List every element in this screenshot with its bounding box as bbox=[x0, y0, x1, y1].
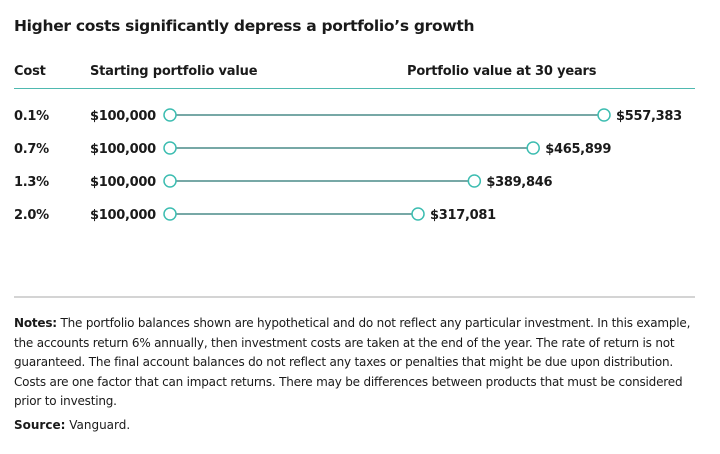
start-value-label: $100,000 bbox=[90, 208, 156, 223]
end-marker bbox=[597, 108, 611, 122]
start-marker bbox=[163, 141, 177, 155]
cost-label: 0.1% bbox=[14, 109, 49, 124]
divider bbox=[14, 296, 695, 298]
source: Source: Vanguard. bbox=[14, 418, 130, 432]
end-value-label: $389,846 bbox=[486, 175, 552, 190]
notes-label: Notes: bbox=[14, 316, 57, 330]
end-value-label: $557,383 bbox=[616, 109, 682, 124]
source-text: Vanguard. bbox=[65, 418, 131, 432]
start-value-label: $100,000 bbox=[90, 142, 156, 157]
column-header-cost: Cost bbox=[14, 64, 46, 79]
end-marker bbox=[411, 207, 425, 221]
cost-label: 1.3% bbox=[14, 175, 49, 190]
source-label: Source: bbox=[14, 418, 66, 432]
start-value-label: $100,000 bbox=[90, 175, 156, 190]
dumbbell-chart: 0.1% $100,000 $557,383 0.7% $100,000 $465,899… bbox=[14, 108, 682, 223]
end-marker bbox=[526, 141, 540, 155]
chart-title: Higher costs significantly depress a por… bbox=[14, 17, 475, 35]
end-value-label: $465,899 bbox=[545, 142, 611, 157]
header-rule bbox=[14, 88, 695, 89]
start-value-label: $100,000 bbox=[90, 109, 156, 124]
cost-label: 0.7% bbox=[14, 142, 49, 157]
cost-label: 2.0% bbox=[14, 208, 49, 223]
end-value-label: $317,081 bbox=[430, 208, 496, 223]
start-marker bbox=[163, 108, 177, 122]
notes: Notes: The portfolio balances shown are … bbox=[14, 314, 704, 412]
end-marker bbox=[467, 174, 482, 188]
start-marker bbox=[163, 174, 177, 188]
start-marker bbox=[163, 207, 177, 221]
column-header-end: Portfolio value at 30 years bbox=[407, 64, 597, 79]
notes-text: The portfolio balances shown are hypothe… bbox=[14, 316, 691, 408]
column-header-start: Starting portfolio value bbox=[90, 64, 258, 79]
